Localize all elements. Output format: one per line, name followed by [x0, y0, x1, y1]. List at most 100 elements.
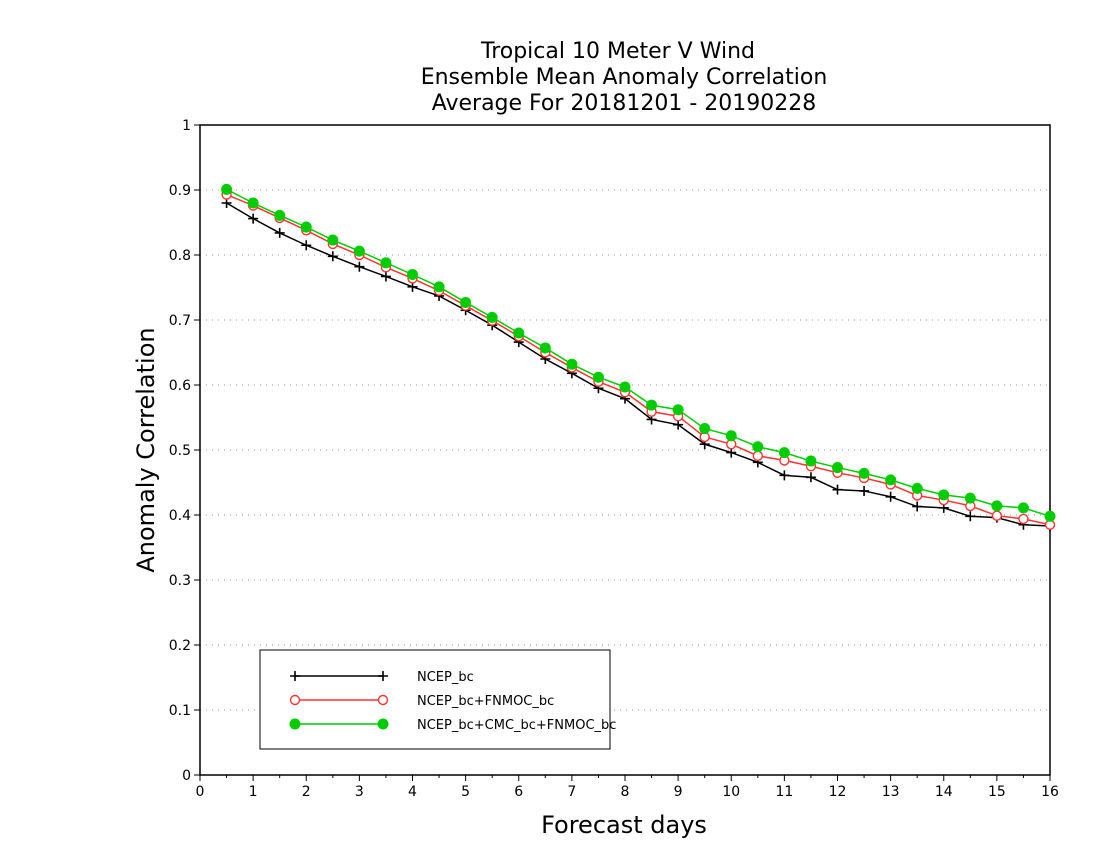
- series-line-1: [226, 193, 1051, 526]
- x-tick-label-6: 6: [514, 784, 523, 800]
- legend: NCEP_bc NCEP_bc+FNMOC_bc NCEP_bc+CMC_bc+FN…: [259, 649, 616, 750]
- data-point-s0-3: [301, 240, 312, 251]
- data-point-s2-29: [991, 500, 1003, 512]
- series-2: [221, 183, 1056, 522]
- legend-marker-end-2: [377, 718, 389, 730]
- legend-item-0: NCEP_bc: [290, 670, 474, 685]
- data-point-s2-6: [380, 257, 392, 269]
- x-axis-title: Forecast days: [541, 811, 707, 839]
- y-tick-label-6: 0.6: [169, 378, 191, 394]
- data-point-s2-23: [832, 462, 843, 474]
- data-point-s2-11: [513, 327, 525, 339]
- data-point-s2-7: [407, 269, 418, 280]
- x-tick-label-1: 1: [249, 784, 258, 800]
- legend-item-2: NCEP_bc+CMC_bc+FNMOC_bc: [289, 718, 616, 733]
- y-tick-label-7: 0.7: [169, 313, 191, 329]
- data-point-s2-4: [327, 234, 339, 246]
- data-point-s0-26: [912, 501, 923, 512]
- data-point-s0-28: [965, 511, 976, 522]
- legend-label-1: NCEP_bc+FNMOC_bc: [417, 694, 554, 709]
- data-point-s0-2: [274, 227, 285, 238]
- data-point-s2-25: [885, 474, 897, 486]
- data-point-s2-21: [778, 447, 790, 459]
- legend-label-0: NCEP_bc: [417, 670, 474, 685]
- chart-title-line-1: Tropical 10 Meter V Wind: [480, 39, 755, 64]
- legend-marker-start-0: [290, 671, 300, 681]
- data-point-s2-28: [964, 492, 976, 504]
- chart-title-line-2: Ensemble Mean Anomaly Correlation: [421, 65, 828, 90]
- x-tick-label-10: 10: [722, 784, 740, 800]
- series-1: [221, 189, 1056, 530]
- data-point-s2-17: [672, 404, 684, 416]
- x-tick-label-2: 2: [302, 784, 311, 800]
- series-0: [221, 198, 1055, 532]
- data-point-s2-31: [1044, 510, 1056, 522]
- x-tick-label-12: 12: [829, 784, 847, 800]
- gridlines: [200, 189, 1050, 711]
- y-axis-title: Anomaly Correlation: [132, 327, 160, 572]
- chart-title: Tropical 10 Meter V Wind Ensemble Mean A…: [421, 39, 828, 116]
- legend-box: [259, 649, 611, 750]
- data-point-s2-24: [858, 467, 870, 479]
- x-tick-label-13: 13: [882, 784, 900, 800]
- data-point-s2-27: [938, 489, 950, 501]
- data-point-s2-2: [274, 209, 286, 221]
- x-tick-label-15: 15: [988, 784, 1006, 800]
- y-tick-label-8: 0.8: [169, 248, 191, 264]
- data-point-s1-29: [991, 510, 1003, 521]
- legend-item-1: NCEP_bc+FNMOC_bc: [289, 694, 554, 709]
- data-point-s2-5: [353, 245, 365, 257]
- data-point-s1-30: [1018, 513, 1029, 525]
- y-tick-label-0: 0: [182, 768, 191, 784]
- x-tick-label-4: 4: [408, 784, 417, 800]
- chart-title-line-3: Average For 20181201 - 20190228: [432, 91, 817, 116]
- data-point-s0-1: [248, 213, 259, 224]
- x-tick-label-7: 7: [567, 784, 576, 800]
- data-point-s2-14: [592, 371, 604, 383]
- series-layer: [221, 183, 1056, 532]
- legend-label-2: NCEP_bc+CMC_bc+FNMOC_bc: [417, 718, 616, 733]
- series-line-2: [226, 188, 1051, 518]
- x-tick-label-3: 3: [355, 784, 364, 800]
- data-point-s0-22: [805, 472, 816, 483]
- data-point-s2-26: [911, 482, 923, 494]
- y-tick-label-9: 0.9: [169, 183, 191, 199]
- data-point-s2-10: [486, 311, 498, 323]
- x-tick-label-14: 14: [935, 784, 953, 800]
- y-axis: 0 0.1 0.2 0.3 0.4 0.5 0.6 0.7 0.8 0.9 1: [169, 118, 200, 784]
- y-tick-label-1: 0.1: [169, 703, 191, 719]
- data-point-s2-3: [300, 221, 312, 233]
- x-tick-label-11: 11: [775, 784, 793, 800]
- data-point-s2-15: [619, 381, 631, 393]
- x-tick-label-9: 9: [674, 784, 683, 800]
- data-point-s2-16: [646, 399, 658, 411]
- x-tick-label-16: 16: [1041, 784, 1059, 800]
- data-point-s2-19: [725, 430, 737, 442]
- data-point-s0-24: [859, 485, 870, 496]
- x-axis: 0 1 2 3 4 5 6 7 8 9 10 11 12 13 14 15 16: [196, 775, 1059, 800]
- data-point-s2-18: [699, 423, 711, 435]
- legend-marker-start-1: [289, 694, 301, 706]
- data-point-s2-13: [566, 358, 578, 370]
- data-point-s0-6: [380, 271, 391, 282]
- data-point-s2-8: [433, 281, 445, 293]
- data-point-s2-1: [247, 197, 259, 209]
- data-point-s0-5: [354, 261, 365, 272]
- y-tick-label-2: 0.2: [169, 638, 191, 654]
- x-tick-label-5: 5: [461, 784, 470, 800]
- data-point-s0-25: [885, 491, 896, 502]
- data-point-s2-12: [539, 342, 551, 354]
- data-point-s0-21: [779, 470, 790, 481]
- data-point-s2-20: [752, 441, 764, 453]
- data-point-s2-22: [805, 455, 817, 467]
- x-tick-label-8: 8: [621, 784, 630, 800]
- data-point-s0-4: [327, 251, 338, 262]
- data-point-s1-20: [752, 450, 764, 462]
- y-tick-label-5: 0.5: [169, 443, 191, 459]
- y-tick-label-3: 0.3: [169, 573, 191, 589]
- data-point-s0-23: [832, 484, 843, 495]
- y-tick-label-10: 1: [182, 118, 191, 134]
- data-point-s2-30: [1017, 502, 1029, 514]
- data-point-s2-0: [221, 183, 233, 195]
